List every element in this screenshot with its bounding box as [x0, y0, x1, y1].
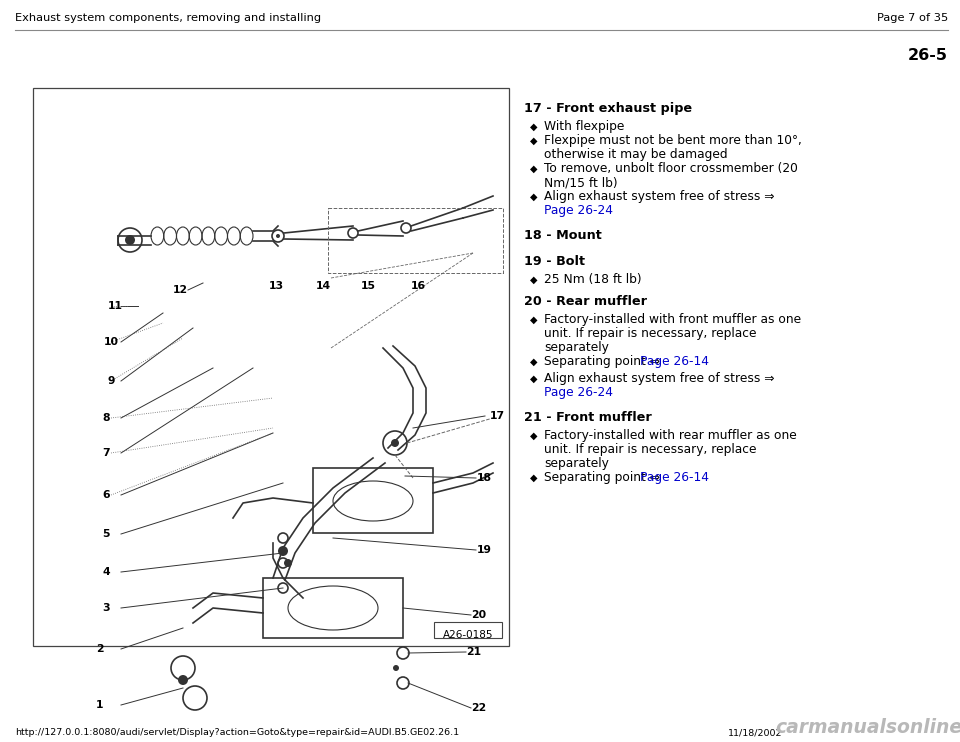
Text: 11/18/2002: 11/18/2002	[728, 728, 782, 737]
Circle shape	[276, 234, 280, 238]
Text: Page 26-14: Page 26-14	[640, 471, 708, 484]
Text: With flexpipe: With flexpipe	[544, 120, 624, 133]
Text: 16: 16	[411, 281, 425, 291]
Text: Factory-installed with rear muffler as one: Factory-installed with rear muffler as o…	[544, 429, 797, 442]
Text: ◆: ◆	[530, 275, 538, 284]
Text: 22: 22	[471, 703, 487, 713]
Circle shape	[278, 546, 288, 556]
Text: 25 Nm (18 ft lb): 25 Nm (18 ft lb)	[544, 273, 641, 286]
Text: 17 - Front exhaust pipe: 17 - Front exhaust pipe	[524, 102, 692, 115]
Text: Separating point ⇒: Separating point ⇒	[544, 355, 664, 368]
Text: ◆: ◆	[530, 163, 538, 174]
Circle shape	[391, 439, 399, 447]
Text: ◆: ◆	[530, 136, 538, 145]
Bar	[33, 88, 509, 646]
Text: ◆: ◆	[530, 356, 538, 367]
Text: carmanualsonline.info: carmanualsonline.info	[775, 718, 960, 737]
Text: ◆: ◆	[530, 122, 538, 131]
Text: 21: 21	[467, 647, 482, 657]
Text: Align exhaust system free of stress ⇒: Align exhaust system free of stress ⇒	[544, 190, 775, 203]
Text: 14: 14	[316, 281, 330, 291]
Circle shape	[284, 559, 292, 567]
Text: ◆: ◆	[530, 315, 538, 324]
Text: 19: 19	[476, 545, 492, 555]
Text: Page 26-14: Page 26-14	[640, 355, 708, 368]
Text: 5: 5	[103, 529, 109, 539]
Text: Page 26-24: Page 26-24	[544, 204, 613, 217]
Text: ◆: ◆	[530, 191, 538, 202]
Text: 21 - Front muffler: 21 - Front muffler	[524, 411, 652, 424]
Text: 15: 15	[361, 281, 375, 291]
Text: ◆: ◆	[530, 373, 538, 384]
Circle shape	[125, 235, 135, 245]
Circle shape	[178, 675, 188, 685]
Circle shape	[393, 665, 399, 671]
Text: Nm/15 ft lb): Nm/15 ft lb)	[544, 176, 617, 189]
Circle shape	[380, 485, 386, 491]
Text: To remove, unbolt floor crossmember (20: To remove, unbolt floor crossmember (20	[544, 162, 798, 175]
Text: 3: 3	[102, 603, 109, 613]
Text: 11: 11	[108, 301, 123, 311]
Text: 26-5: 26-5	[908, 48, 948, 63]
Bar	[434, 622, 502, 638]
Text: 19 - Bolt: 19 - Bolt	[524, 255, 585, 268]
Text: 9: 9	[108, 376, 115, 386]
Text: 10: 10	[104, 337, 118, 347]
Text: Page 7 of 35: Page 7 of 35	[876, 13, 948, 23]
Text: unit. If repair is necessary, replace: unit. If repair is necessary, replace	[544, 443, 756, 456]
Bar	[263, 578, 403, 638]
Text: 17: 17	[490, 411, 505, 421]
Text: 4: 4	[102, 567, 109, 577]
Text: ◆: ◆	[530, 430, 538, 441]
Text: 18 - Mount: 18 - Mount	[524, 229, 602, 242]
Text: otherwise it may be damaged: otherwise it may be damaged	[544, 148, 728, 161]
Text: 18: 18	[476, 473, 492, 483]
Text: Page 26-24: Page 26-24	[544, 386, 613, 399]
Text: 12: 12	[173, 285, 187, 295]
Text: 8: 8	[103, 413, 109, 423]
Text: Align exhaust system free of stress ⇒: Align exhaust system free of stress ⇒	[544, 372, 775, 385]
Text: Exhaust system components, removing and installing: Exhaust system components, removing and …	[15, 13, 322, 23]
Text: separately: separately	[544, 341, 609, 354]
Text: Factory-installed with front muffler as one: Factory-installed with front muffler as …	[544, 313, 802, 326]
Text: 7: 7	[102, 448, 109, 458]
Text: http://127.0.0.1:8080/audi/servlet/Display?action=Goto&type=repair&id=AUDI.B5.GE: http://127.0.0.1:8080/audi/servlet/Displ…	[15, 728, 459, 737]
Text: Separating point ⇒: Separating point ⇒	[544, 471, 664, 484]
Text: A26-0185: A26-0185	[443, 630, 493, 640]
Text: ◆: ◆	[530, 473, 538, 482]
Bar	[313, 468, 433, 533]
Text: 2: 2	[96, 644, 104, 654]
Text: Flexpipe must not be bent more than 10°,: Flexpipe must not be bent more than 10°,	[544, 134, 802, 147]
Text: unit. If repair is necessary, replace: unit. If repair is necessary, replace	[544, 327, 756, 340]
Text: separately: separately	[544, 457, 609, 470]
Text: 1: 1	[96, 700, 104, 710]
Text: 13: 13	[269, 281, 283, 291]
Text: 20: 20	[471, 610, 487, 620]
Text: 20 - Rear muffler: 20 - Rear muffler	[524, 295, 647, 308]
Text: 6: 6	[102, 490, 109, 500]
